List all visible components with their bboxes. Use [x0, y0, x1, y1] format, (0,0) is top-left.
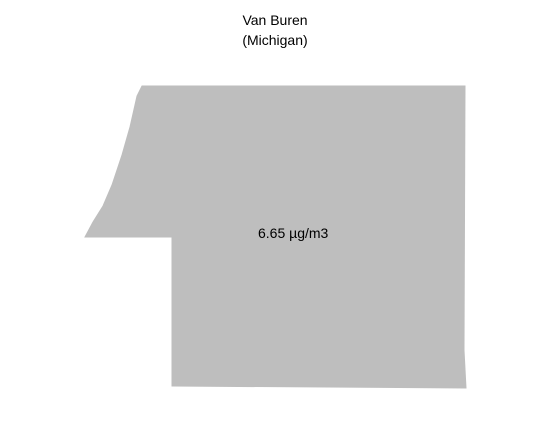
- map-title: Van Buren: [242, 12, 308, 28]
- map-subtitle-state: (Michigan): [242, 32, 308, 48]
- county-region-van-buren: [84, 85, 467, 389]
- county-value-label: 6.65 µg/m3: [258, 225, 329, 241]
